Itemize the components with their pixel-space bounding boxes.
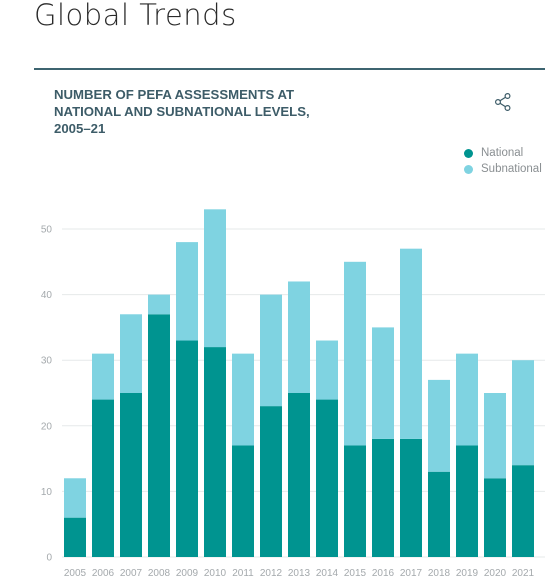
y-tick-label: 30 — [41, 356, 53, 367]
bar-national-2021[interactable] — [512, 465, 534, 557]
bar-subnational-2011[interactable] — [232, 353, 254, 446]
x-tick-label: 2005 — [64, 568, 87, 579]
page-title: Global Trends — [34, 0, 237, 32]
y-tick-label: 50 — [41, 225, 53, 236]
chart-legend: National Subnational — [464, 145, 542, 177]
x-tick-label: 2021 — [512, 568, 535, 579]
y-tick-label: 40 — [41, 290, 53, 301]
x-tick-label: 2017 — [400, 568, 423, 579]
x-tick-label: 2016 — [372, 568, 395, 579]
bar-subnational-2012[interactable] — [260, 294, 282, 407]
bar-national-2017[interactable] — [400, 438, 422, 557]
x-tick-label: 2009 — [176, 568, 199, 579]
bar-subnational-2019[interactable] — [456, 353, 478, 446]
legend-swatch-national — [464, 148, 473, 158]
x-tick-label: 2018 — [428, 568, 451, 579]
x-tick-label: 2008 — [148, 568, 171, 579]
bar-subnational-2009[interactable] — [176, 242, 198, 341]
legend-swatch-subnational — [464, 164, 473, 174]
x-tick-label: 2015 — [344, 568, 367, 579]
bar-national-2020[interactable] — [484, 478, 506, 557]
x-tick-label: 2019 — [456, 568, 479, 579]
bar-subnational-2017[interactable] — [400, 248, 422, 439]
bar-subnational-2013[interactable] — [288, 281, 310, 393]
bar-national-2013[interactable] — [288, 393, 310, 557]
legend-item-subnational[interactable]: Subnational — [464, 161, 542, 177]
y-tick-label: 10 — [41, 487, 53, 498]
bar-subnational-2006[interactable] — [92, 353, 114, 400]
x-tick-label: 2011 — [232, 568, 254, 579]
bar-national-2019[interactable] — [456, 445, 478, 557]
bar-subnational-2014[interactable] — [316, 340, 338, 400]
bar-national-2016[interactable] — [372, 438, 394, 557]
bar-national-2015[interactable] — [344, 445, 366, 557]
header-divider — [34, 68, 545, 70]
share-button[interactable] — [492, 91, 514, 113]
x-tick-label: 2020 — [484, 568, 507, 579]
x-tick-label: 2012 — [260, 568, 283, 579]
x-tick-label: 2006 — [92, 568, 115, 579]
bar-national-2006[interactable] — [92, 399, 114, 557]
legend-label-national: National — [481, 147, 524, 159]
bar-subnational-2018[interactable] — [428, 379, 450, 472]
bar-national-2018[interactable] — [428, 471, 450, 557]
bar-subnational-2020[interactable] — [484, 393, 506, 479]
bar-subnational-2021[interactable] — [512, 360, 534, 466]
bar-subnational-2016[interactable] — [372, 327, 394, 439]
bar-national-2008[interactable] — [148, 314, 170, 557]
bar-subnational-2007[interactable] — [120, 314, 142, 393]
bar-national-2010[interactable] — [204, 347, 226, 557]
y-tick-label: 0 — [46, 553, 52, 564]
x-tick-label: 2013 — [288, 568, 311, 579]
bar-subnational-2008[interactable] — [148, 294, 170, 315]
x-tick-label: 2007 — [120, 568, 143, 579]
bar-national-2005[interactable] — [64, 517, 86, 557]
y-tick-label: 20 — [41, 421, 53, 432]
bar-national-2012[interactable] — [260, 406, 282, 557]
legend-label-subnational: Subnational — [481, 163, 542, 175]
bar-national-2009[interactable] — [176, 340, 198, 557]
legend-item-national[interactable]: National — [464, 145, 542, 161]
bar-national-2014[interactable] — [316, 399, 338, 557]
x-tick-label: 2014 — [316, 568, 339, 579]
bar-subnational-2015[interactable] — [344, 261, 366, 446]
x-tick-label: 2010 — [204, 568, 227, 579]
bar-national-2011[interactable] — [232, 445, 254, 557]
bar-national-2007[interactable] — [120, 393, 142, 557]
bar-subnational-2010[interactable] — [204, 209, 226, 348]
chart-title: NUMBER OF PEFA ASSESSMENTS AT NATIONAL A… — [54, 87, 310, 136]
bar-subnational-2005[interactable] — [64, 478, 86, 518]
share-icon — [494, 92, 511, 112]
